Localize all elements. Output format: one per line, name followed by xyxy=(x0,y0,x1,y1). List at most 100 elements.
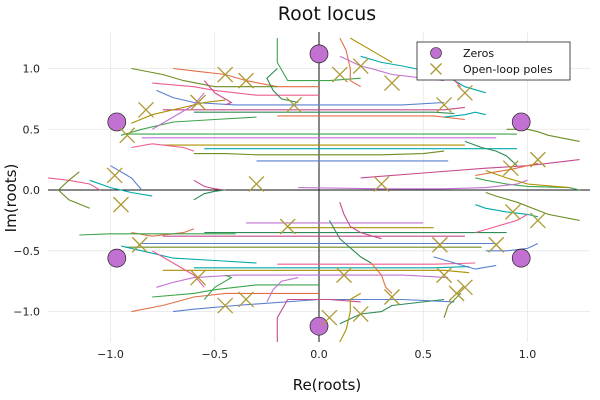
locus-branch-23 xyxy=(485,170,570,189)
locus-branch-39 xyxy=(339,298,445,325)
locus-branch-29 xyxy=(266,68,299,104)
pole-point-5 xyxy=(138,101,154,118)
pole-point-23 xyxy=(456,279,473,296)
legend-zeros-marker xyxy=(430,47,442,59)
locus-branch-50 xyxy=(131,228,195,237)
pole-point-3 xyxy=(384,75,400,92)
locus-branch-6 xyxy=(131,67,278,88)
locus-branch-43 xyxy=(162,269,470,274)
legend-box xyxy=(416,41,571,81)
legend-label-zeros: Zeros xyxy=(463,47,494,60)
pole-point-12 xyxy=(529,151,546,168)
locus-branch-37 xyxy=(173,298,455,313)
locus-branch-69 xyxy=(193,189,226,201)
locus-branch-67 xyxy=(433,256,497,270)
pole-point-7 xyxy=(436,96,453,113)
legend-poles-cross xyxy=(430,63,442,75)
locus-branch-51 xyxy=(79,233,236,236)
locus-branch-26 xyxy=(57,171,90,209)
pole-point-28 xyxy=(373,176,390,192)
locus-branches xyxy=(47,37,580,343)
y-tick-label-1: −0.5 xyxy=(13,245,40,258)
locus-branch-20 xyxy=(475,162,539,177)
pole-point-25 xyxy=(286,96,302,113)
locus-branch-27 xyxy=(110,165,143,191)
pole-point-14 xyxy=(529,212,546,229)
locus-branch-3 xyxy=(350,37,393,63)
locus-branch-15 xyxy=(131,143,195,152)
pole-point-15 xyxy=(131,236,148,253)
locus-branch-66 xyxy=(443,293,462,318)
x-axis-label: Re(roots) xyxy=(293,376,362,394)
locus-branch-60 xyxy=(370,262,393,294)
pole-point-30 xyxy=(448,285,465,302)
zero-point-5 xyxy=(309,316,329,336)
pole-point-20 xyxy=(238,291,254,308)
locus-branch-55 xyxy=(475,213,528,234)
locus-branch-45 xyxy=(277,262,476,265)
pole-point-21 xyxy=(352,306,369,322)
legend-label-poles: Open-loop poles xyxy=(463,63,553,76)
locus-branch-58 xyxy=(339,202,382,240)
zero-point-3 xyxy=(107,248,127,268)
tick-labels: −1.0 −0.5 0.0 0.5 1.0 −1.0 −0.5 0.0 0.5 1.0 xyxy=(13,62,536,361)
legend-poles-marker xyxy=(430,63,442,75)
locus-branch-33 xyxy=(131,99,226,124)
locus-branch-28 xyxy=(203,80,233,106)
locus-branch-56 xyxy=(485,191,580,221)
zero-point-2 xyxy=(511,112,531,132)
locus-branch-54 xyxy=(475,204,539,218)
pole-point-11 xyxy=(502,160,519,177)
pole-point-19 xyxy=(217,297,234,314)
pole-point-16 xyxy=(190,269,207,286)
locus-branch-7 xyxy=(156,89,445,106)
pole-point-18 xyxy=(488,236,505,253)
zeros-series xyxy=(107,44,531,336)
locus-branch-18 xyxy=(360,159,580,179)
x-tick-label-3: 0.5 xyxy=(414,348,432,361)
pole-point-1 xyxy=(238,72,254,89)
locus-branch-44 xyxy=(193,266,470,269)
pole-point-29 xyxy=(336,267,352,284)
pole-point-27 xyxy=(248,176,265,192)
locus-branch-40 xyxy=(131,292,319,313)
pole-point-17 xyxy=(436,267,453,284)
locus-branch-57 xyxy=(485,243,539,252)
locus-branch-62 xyxy=(266,277,299,303)
y-axis-label: Im(roots) xyxy=(2,164,20,233)
locus-branch-5 xyxy=(152,82,319,96)
x-tick-label-4: 1.0 xyxy=(519,348,537,361)
locus-branch-0 xyxy=(173,67,319,88)
x-tick-label-0: −1.0 xyxy=(97,348,124,361)
pole-point-10 xyxy=(113,196,129,213)
pole-point-22 xyxy=(384,289,400,305)
locus-branch-38 xyxy=(276,298,361,342)
locus-branch-68 xyxy=(193,179,226,191)
x-tick-label-2: 0.0 xyxy=(310,348,328,361)
locus-branch-34 xyxy=(444,111,486,118)
axes xyxy=(48,32,590,342)
pole-point-6 xyxy=(190,94,207,111)
chart-title: Root locus xyxy=(278,3,376,25)
locus-branch-31 xyxy=(120,116,257,136)
zero-point-0 xyxy=(309,44,329,64)
locus-branch-2 xyxy=(339,55,445,82)
locus-branch-42 xyxy=(156,274,449,288)
locus-branch-59 xyxy=(328,220,372,264)
open-loop-poles-series xyxy=(106,58,546,326)
pole-point-0 xyxy=(217,66,234,83)
pole-point-9 xyxy=(106,167,123,184)
zero-point-1 xyxy=(107,112,127,132)
y-tick-label-3: 0.5 xyxy=(23,123,41,136)
legend: Zeros Open-loop poles xyxy=(416,41,571,81)
locus-branch-30 xyxy=(339,37,361,88)
locus-branch-65 xyxy=(151,250,205,288)
locus-branch-24 xyxy=(89,179,153,197)
locus-branch-16 xyxy=(193,150,445,156)
x-tick-label-1: −0.5 xyxy=(201,348,228,361)
locus-branch-32 xyxy=(151,92,205,130)
locus-branch-63 xyxy=(339,292,361,343)
pole-point-13 xyxy=(504,203,521,220)
pole-point-32 xyxy=(279,218,296,235)
